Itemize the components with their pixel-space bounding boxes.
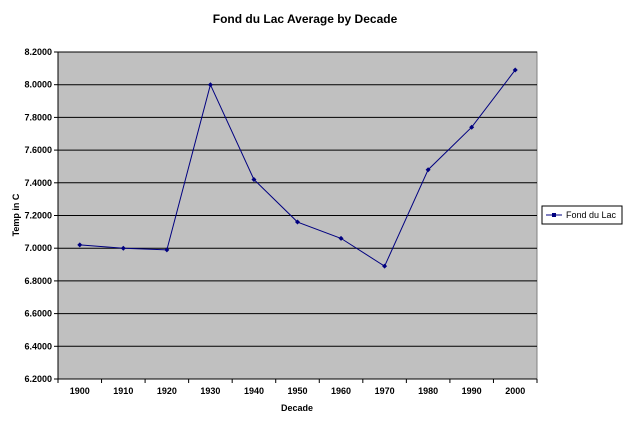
- y-tick-label: 7.4000: [24, 178, 52, 188]
- data-point: [251, 177, 257, 183]
- y-axis-title: Temp in C: [11, 193, 21, 236]
- data-point: [120, 245, 126, 251]
- data-point: [469, 124, 475, 130]
- y-tick-label: 7.0000: [24, 243, 52, 253]
- x-tick-label: 1910: [113, 386, 133, 396]
- x-tick-label: 1940: [244, 386, 264, 396]
- data-point: [512, 67, 518, 73]
- data-point: [338, 235, 344, 241]
- y-axis-ticks: 6.2000 6.4000 6.6000 6.8000 7.0000 7.2000 7.40…: [24, 47, 58, 384]
- gridlines: [58, 51, 537, 347]
- x-tick-label: 2000: [505, 386, 525, 396]
- y-tick-label: 7.2000: [24, 211, 52, 221]
- x-tick-label: 1980: [418, 386, 438, 396]
- y-tick-label: 8.2000: [24, 47, 52, 57]
- legend: Fond du Lac: [541, 205, 623, 225]
- x-tick-label: 1950: [287, 386, 307, 396]
- data-point: [207, 82, 213, 88]
- x-tick-label: 1970: [375, 386, 395, 396]
- y-tick-label: 6.8000: [24, 276, 52, 286]
- legend-marker: [552, 213, 556, 217]
- y-tick-label: 6.2000: [24, 374, 52, 384]
- y-tick-label: 6.6000: [24, 309, 52, 319]
- x-tick-label: 1920: [157, 386, 177, 396]
- data-point: [295, 219, 300, 225]
- data-point: [425, 167, 431, 173]
- chart-title: Fond du Lac Average by Decade: [213, 12, 398, 26]
- series-layer: [77, 67, 518, 269]
- data-point: [382, 263, 388, 269]
- x-axis-ticks: 1900 1910 1920 1930 1940 1950 1960 1970 1980 1990…: [57, 379, 538, 396]
- y-tick-label: 7.6000: [24, 145, 52, 155]
- data-point: [77, 242, 83, 248]
- data-point: [164, 247, 170, 253]
- legend-label: Fond du Lac: [566, 210, 617, 220]
- y-tick-label: 6.4000: [24, 341, 52, 351]
- y-tick-label: 7.8000: [24, 112, 52, 122]
- x-tick-label: 1900: [70, 386, 90, 396]
- x-tick-label: 1930: [200, 386, 220, 396]
- legend-box: [541, 205, 623, 225]
- x-axis-title: Decade: [281, 403, 313, 413]
- y-tick-label: 8.0000: [24, 80, 52, 90]
- x-tick-label: 1990: [462, 386, 482, 396]
- x-tick-label: 1960: [331, 386, 351, 396]
